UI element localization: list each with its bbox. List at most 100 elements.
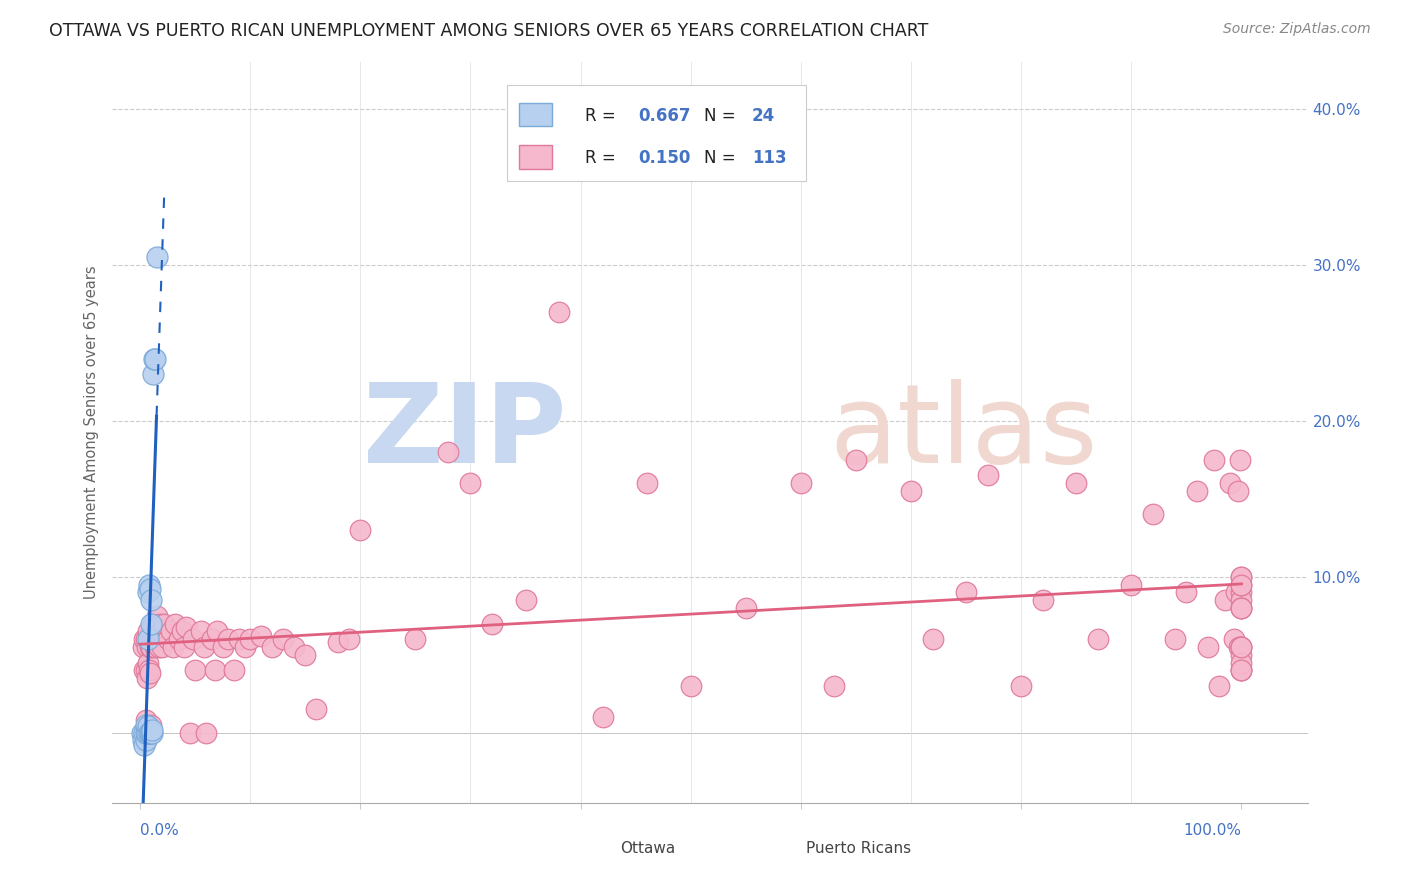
Text: atlas: atlas [830,379,1098,486]
Point [460,476,482,491]
Point [135,718,157,732]
Point [149,616,172,631]
Point [139,725,162,739]
Point [201,632,224,647]
Point [139,582,162,597]
Point [262,640,284,654]
Point [145,640,167,654]
Point [141,725,163,739]
Point [142,367,165,381]
Point [1230,648,1253,662]
Point [139,593,162,607]
Point [139,725,162,739]
Point [132,733,155,747]
Point [195,725,218,739]
Point [250,629,273,643]
Point [1187,484,1209,499]
Point [515,593,537,607]
Point [1230,601,1253,615]
Point [211,640,233,654]
Point [135,725,157,739]
Point [145,250,167,264]
Point [139,616,162,631]
Point [143,632,166,647]
Point [136,624,159,639]
Point [132,640,155,654]
Point [135,663,157,677]
Point [222,663,245,677]
Point [239,632,262,647]
Point [1032,593,1054,607]
Text: Puerto Ricans: Puerto Ricans [806,841,911,856]
Point [136,656,159,670]
Text: 0.150: 0.150 [638,149,690,167]
Point [135,733,157,747]
Point [190,624,212,639]
Text: Source: ZipAtlas.com: Source: ZipAtlas.com [1223,22,1371,37]
Point [1230,593,1253,607]
Text: 24: 24 [752,107,775,125]
Point [162,640,184,654]
Point [131,725,153,739]
Text: 0.0%: 0.0% [141,823,179,838]
Point [437,445,460,459]
Point [977,468,1000,483]
Point [134,738,156,752]
Point [134,663,156,677]
Point [1230,656,1253,670]
Point [1230,601,1253,615]
Point [1164,632,1187,647]
Text: N =: N = [704,149,741,167]
Point [1230,640,1253,654]
Point [337,632,360,647]
Point [1064,476,1087,491]
Point [1208,679,1230,693]
Point [1213,593,1236,607]
Point [1197,640,1219,654]
Point [135,671,157,685]
Point [1230,663,1253,677]
Point [184,663,207,677]
Point [404,632,426,647]
Text: ZIP: ZIP [363,379,567,486]
Text: 100.0%: 100.0% [1184,823,1241,838]
Point [145,608,167,623]
Point [592,710,614,724]
Text: 0.667: 0.667 [638,107,690,125]
Point [1223,632,1246,647]
Point [1230,577,1253,591]
Point [1230,577,1253,591]
Point [139,718,162,732]
Point [135,733,157,747]
Point [193,640,215,654]
Point [135,640,157,654]
Point [1227,640,1250,654]
Point [1230,640,1253,654]
Point [233,640,256,654]
Text: N =: N = [704,107,741,125]
Point [138,725,160,739]
Point [138,663,160,677]
Point [790,476,813,491]
Point [136,719,159,733]
Point [160,624,183,639]
Point [1219,476,1241,491]
Point [139,640,162,654]
Point [136,632,159,647]
Point [1010,679,1032,693]
Point [150,640,173,654]
Point [174,620,197,634]
Text: R =: R = [585,149,620,167]
Point [636,476,658,491]
Point [141,632,163,647]
Point [204,663,226,677]
Text: R =: R = [585,107,620,125]
Point [156,632,179,647]
Point [845,453,868,467]
Point [170,624,193,639]
Bar [519,103,553,127]
Text: 113: 113 [752,149,786,167]
Point [1230,640,1253,654]
Point [1202,453,1225,467]
Point [900,484,922,499]
